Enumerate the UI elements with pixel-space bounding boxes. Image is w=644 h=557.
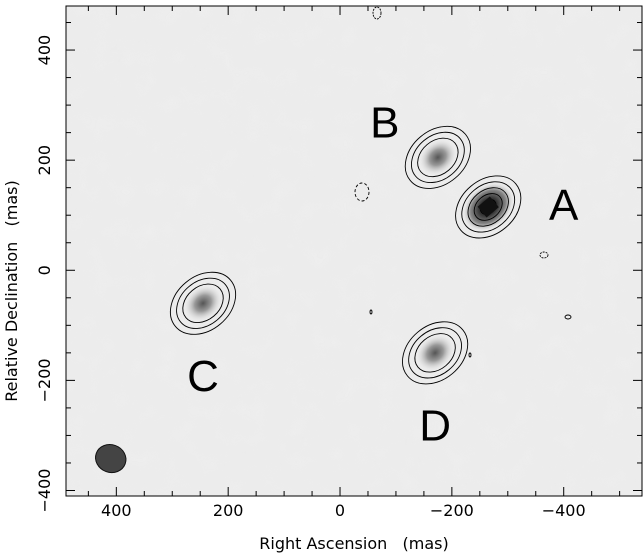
x-tick-label: −200 [430,501,474,520]
image-noise [66,6,642,496]
y-tick-label: 200 [35,145,54,176]
plot-frame [65,5,643,497]
contour-line [169,271,237,335]
source-brightness [184,285,222,322]
noise-contours [354,6,572,358]
contour-line [455,175,522,239]
contour-line [411,131,465,183]
noise-contour [539,251,549,259]
source-d [402,321,469,385]
noise-contour [564,314,572,320]
contour-line [402,321,469,385]
contour-line [461,181,516,233]
source-brightness [419,139,457,176]
contour-line [182,283,224,323]
x-axis: 400 200 0 −200 −400 [87,6,621,520]
component-label-b: B [370,99,399,148]
x-tick-label: 0 [335,501,345,520]
contour-line [417,137,459,178]
sources-layer [169,125,522,385]
noise-contour [468,352,472,358]
x-tick-label: 400 [101,501,132,520]
noise-contour [372,6,382,20]
x-tick-label: −400 [542,501,586,520]
component-label-c: C [187,352,219,401]
contour-line [176,277,230,329]
component-labels: A B C D [187,99,579,451]
beam-layer [95,444,127,474]
noise-contour [354,182,370,202]
contour-line [408,327,462,379]
y-tick-label: −400 [35,469,54,513]
beam-ellipse [95,444,127,474]
contour-line [414,333,456,373]
contour-line [473,193,503,221]
source-b [404,125,471,189]
contour-line [467,187,509,227]
noise-contour [369,309,373,315]
component-label-d: D [419,401,451,450]
y-tick-label: −200 [35,358,54,402]
plot-area [66,6,642,496]
y-axis: 400 200 0 −200 −400 [35,22,642,513]
y-axis-title: Relative Declination (mas) [2,180,21,402]
x-axis-title: Right Ascension (mas) [259,534,448,553]
y-tick-label: 400 [35,35,54,66]
source-peak [477,196,499,218]
contour-line [404,125,471,189]
source-brightness [416,335,454,371]
x-tick-label: 200 [213,501,244,520]
source-a [455,175,522,239]
component-label-a: A [549,181,579,230]
y-tick-label: 0 [35,265,54,275]
source-c [169,271,237,335]
